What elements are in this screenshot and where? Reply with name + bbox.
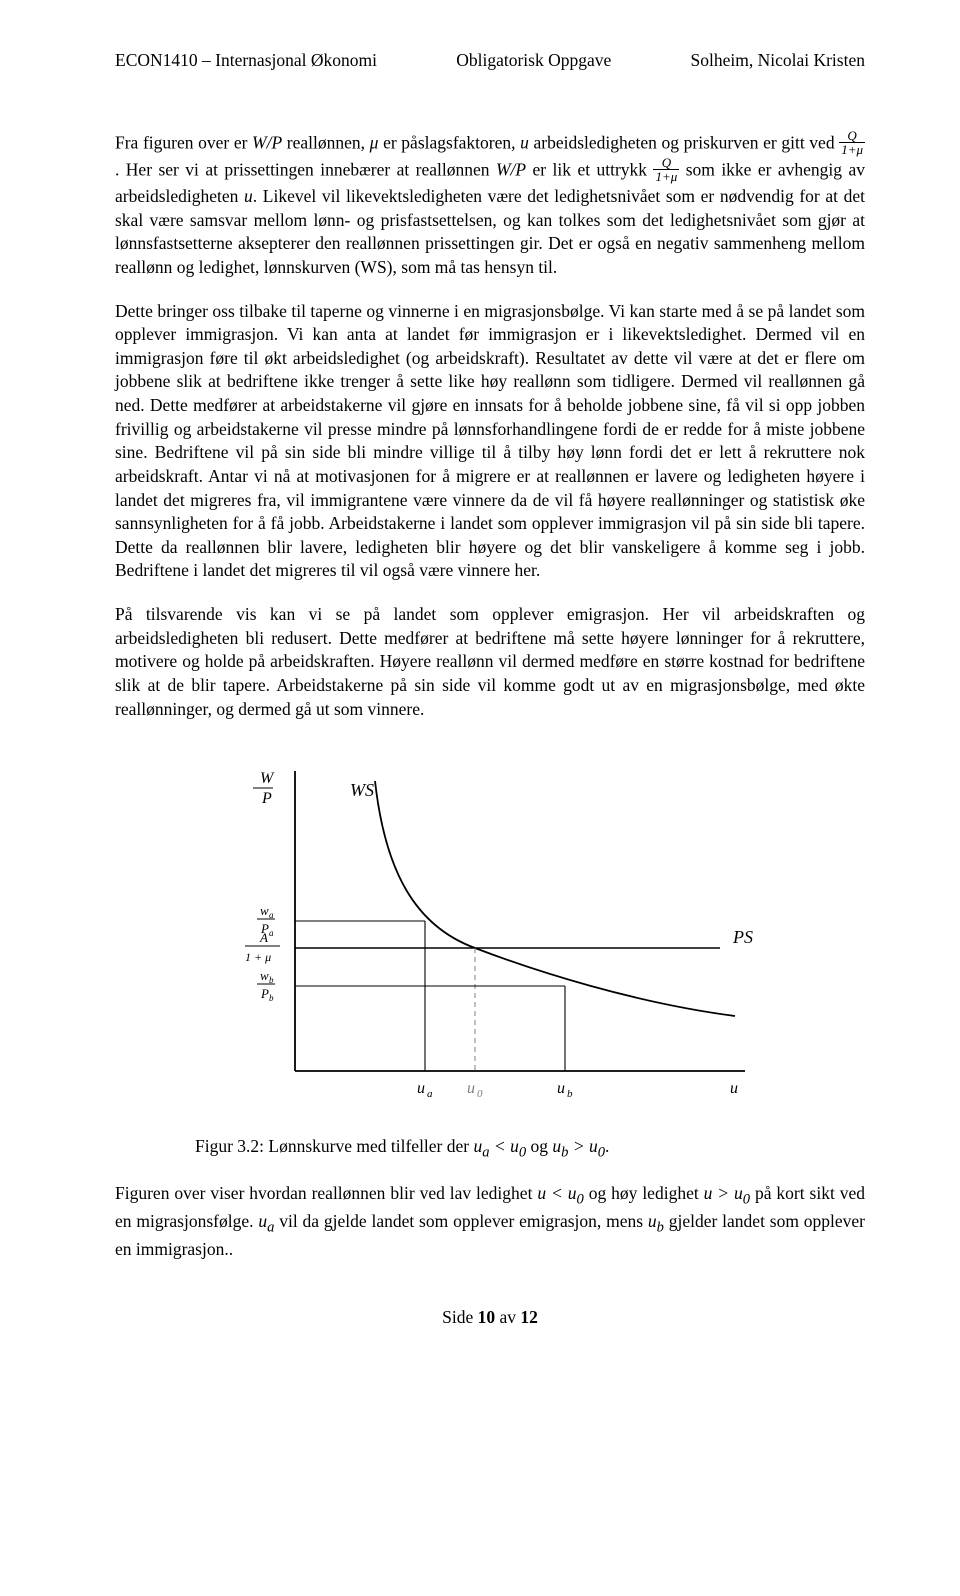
cap-b: og [526, 1136, 552, 1156]
math-ua: ua [258, 1211, 274, 1231]
svg-text:a: a [427, 1088, 433, 1100]
svg-text:b: b [567, 1088, 573, 1100]
svg-text:PS: PS [732, 927, 753, 947]
frac-den: 1+μ [839, 143, 865, 156]
svg-text:P: P [260, 986, 269, 1001]
paragraph-1: Fra figuren over er W/P reallønnen, μ er… [115, 131, 865, 280]
cap-ua-lt-u0: ua < u0 [473, 1136, 526, 1156]
svg-text:w: w [260, 903, 269, 918]
svg-text:A: A [259, 930, 268, 945]
p1-seg-b: reallønnen, [282, 133, 369, 153]
svg-text:u: u [417, 1080, 425, 1097]
p1-seg-a: Fra figuren over er [115, 133, 252, 153]
math-ub: ub [648, 1211, 664, 1231]
p4-seg-a: Figuren over viser hvordan reallønnen bl… [115, 1183, 537, 1203]
math-u-2: u [244, 186, 253, 206]
math-u-gt-u0: u > u0 [704, 1183, 750, 1203]
p1-seg-c: er påslagsfaktoren, [378, 133, 520, 153]
svg-text:P: P [261, 790, 272, 807]
svg-text:w: w [260, 968, 269, 983]
frac-Q-1mu-2: Q1+μ [653, 156, 679, 183]
svg-text:u: u [730, 1080, 738, 1097]
chart-svg: WPWSPSwaPaA1 + μwbPbuau0ubu [215, 751, 775, 1121]
svg-text:b: b [269, 993, 274, 1003]
header-center: Obligatorisk Oppgave [456, 50, 611, 71]
paragraph-2: Dette bringer oss tilbake til taperne og… [115, 300, 865, 584]
math-u: u [520, 133, 529, 153]
p1-seg-d: arbeidsledigheten og priskurven er gitt … [529, 133, 839, 153]
svg-text:W: W [260, 770, 275, 787]
p1-seg-e: . Her ser vi at prissettingen innebærer … [115, 160, 496, 180]
math-u-lt-u0: u < u0 [537, 1183, 583, 1203]
p4-seg-d: vil da gjelde landet som opplever emigra… [274, 1211, 648, 1231]
math-WP: W/P [252, 133, 282, 153]
header-left: ECON1410 – Internasjonal Økonomi [115, 50, 377, 71]
svg-text:u: u [557, 1080, 565, 1097]
page-footer: Side 10 av 12 [115, 1307, 865, 1328]
page-header: ECON1410 – Internasjonal Økonomi Obligat… [115, 50, 865, 71]
page-number: Side 10 av 12 [442, 1307, 538, 1327]
figure-caption: Figur 3.2: Lønnskurve med tilfeller der … [195, 1136, 865, 1162]
svg-text:0: 0 [477, 1088, 483, 1100]
svg-text:1 + μ: 1 + μ [245, 950, 271, 964]
header-right: Solheim, Nicolai Kristen [691, 50, 866, 71]
frac-num: Q [839, 129, 865, 143]
paragraph-3: På tilsvarende vis kan vi se på landet s… [115, 603, 865, 721]
document-page: ECON1410 – Internasjonal Økonomi Obligat… [0, 0, 960, 1368]
math-WP-2: W/P [496, 160, 526, 180]
frac-Q-1mu-1: Q1+μ [839, 129, 865, 156]
frac-den-2: 1+μ [653, 170, 679, 183]
cap-a: Figur 3.2: Lønnskurve med tilfeller der [195, 1136, 473, 1156]
svg-text:a: a [269, 928, 274, 938]
cap-c: . [605, 1136, 609, 1156]
frac-num-2: Q [653, 156, 679, 170]
ws-ps-chart: WPWSPSwaPaA1 + μwbPbuau0ubu [215, 751, 815, 1126]
paragraph-4: Figuren over viser hvordan reallønnen bl… [115, 1182, 865, 1262]
svg-text:WS: WS [350, 780, 374, 800]
p4-seg-b: og høy ledighet [584, 1183, 704, 1203]
cap-ub-gt-u0: ub > u0 [552, 1136, 605, 1156]
p1-seg-f: er lik et uttrykk [526, 160, 653, 180]
svg-text:u: u [467, 1080, 475, 1097]
